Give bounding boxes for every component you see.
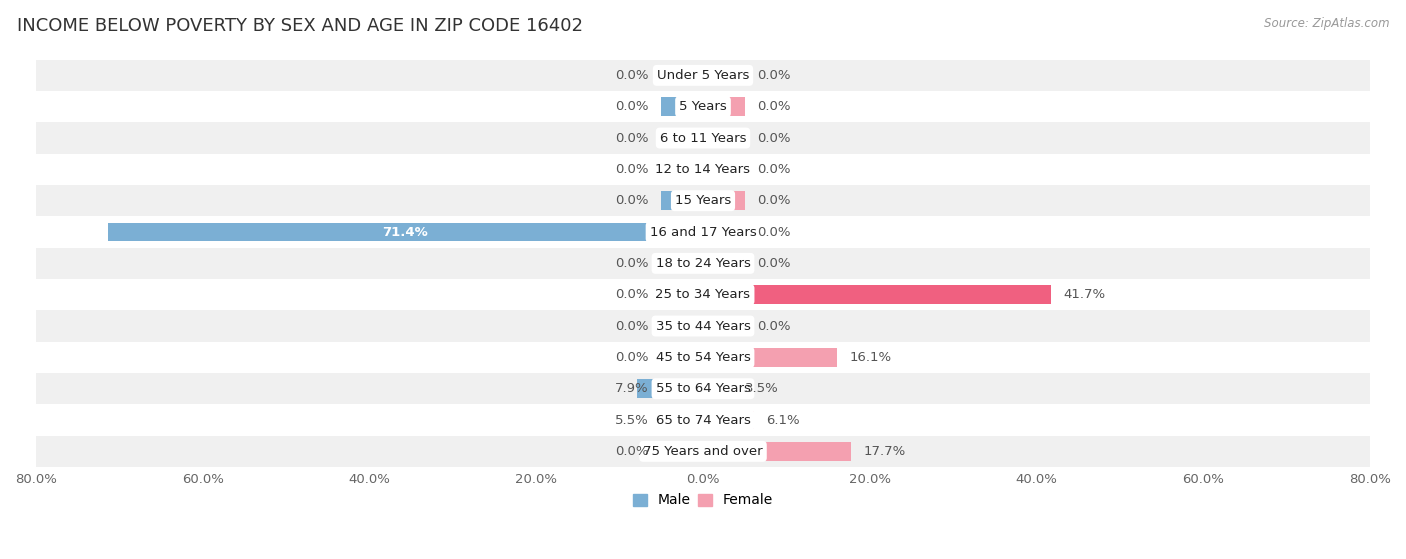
Text: 0.0%: 0.0%: [616, 69, 648, 82]
Bar: [37, 248, 1369, 279]
Text: 0.0%: 0.0%: [616, 320, 648, 333]
Text: 75 Years and over: 75 Years and over: [643, 445, 763, 458]
Text: 18 to 24 Years: 18 to 24 Years: [655, 257, 751, 270]
Bar: [37, 310, 1369, 342]
Bar: [703, 160, 745, 179]
Text: 0.0%: 0.0%: [616, 194, 648, 207]
Bar: [637, 380, 703, 398]
Text: 0.0%: 0.0%: [616, 100, 648, 113]
Bar: [703, 97, 745, 116]
Text: 5.5%: 5.5%: [614, 414, 648, 427]
Bar: [661, 66, 703, 85]
Text: INCOME BELOW POVERTY BY SEX AND AGE IN ZIP CODE 16402: INCOME BELOW POVERTY BY SEX AND AGE IN Z…: [17, 17, 583, 35]
Bar: [661, 442, 703, 461]
Text: 25 to 34 Years: 25 to 34 Years: [655, 288, 751, 301]
Bar: [37, 404, 1369, 435]
Text: 6 to 11 Years: 6 to 11 Years: [659, 131, 747, 145]
Bar: [661, 285, 703, 304]
Bar: [703, 254, 745, 273]
Text: 0.0%: 0.0%: [616, 288, 648, 301]
Bar: [37, 185, 1369, 216]
Bar: [703, 411, 754, 429]
Text: 0.0%: 0.0%: [758, 194, 790, 207]
Text: 0.0%: 0.0%: [616, 131, 648, 145]
Bar: [661, 254, 703, 273]
Bar: [37, 342, 1369, 373]
Text: 41.7%: 41.7%: [1063, 288, 1105, 301]
Text: 0.0%: 0.0%: [758, 100, 790, 113]
Legend: Male, Female: Male, Female: [627, 488, 779, 513]
Text: 6.1%: 6.1%: [766, 414, 800, 427]
Text: Source: ZipAtlas.com: Source: ZipAtlas.com: [1264, 17, 1389, 30]
Text: 0.0%: 0.0%: [758, 69, 790, 82]
Bar: [661, 316, 703, 335]
Text: 5 Years: 5 Years: [679, 100, 727, 113]
Text: 0.0%: 0.0%: [758, 320, 790, 333]
Bar: [703, 380, 733, 398]
Text: 0.0%: 0.0%: [758, 163, 790, 176]
Bar: [37, 91, 1369, 122]
Text: 3.5%: 3.5%: [745, 382, 779, 395]
Text: 0.0%: 0.0%: [758, 225, 790, 239]
Bar: [37, 122, 1369, 154]
Bar: [37, 279, 1369, 310]
Bar: [661, 348, 703, 367]
Text: 16 and 17 Years: 16 and 17 Years: [650, 225, 756, 239]
Bar: [37, 216, 1369, 248]
Bar: [37, 60, 1369, 91]
Bar: [108, 222, 703, 241]
Text: 15 Years: 15 Years: [675, 194, 731, 207]
Bar: [703, 348, 837, 367]
Text: 55 to 64 Years: 55 to 64 Years: [655, 382, 751, 395]
Text: 7.9%: 7.9%: [616, 382, 648, 395]
Bar: [703, 191, 745, 210]
Text: 71.4%: 71.4%: [382, 225, 429, 239]
Bar: [703, 285, 1050, 304]
Text: 16.1%: 16.1%: [849, 351, 891, 364]
Bar: [703, 129, 745, 148]
Bar: [661, 97, 703, 116]
Text: Under 5 Years: Under 5 Years: [657, 69, 749, 82]
Text: 35 to 44 Years: 35 to 44 Years: [655, 320, 751, 333]
Text: 0.0%: 0.0%: [616, 445, 648, 458]
Text: 45 to 54 Years: 45 to 54 Years: [655, 351, 751, 364]
Text: 17.7%: 17.7%: [863, 445, 905, 458]
Bar: [661, 160, 703, 179]
Bar: [37, 435, 1369, 467]
Bar: [703, 222, 745, 241]
Text: 0.0%: 0.0%: [616, 351, 648, 364]
Bar: [703, 442, 851, 461]
Text: 12 to 14 Years: 12 to 14 Years: [655, 163, 751, 176]
Text: 0.0%: 0.0%: [616, 257, 648, 270]
Bar: [661, 191, 703, 210]
Text: 65 to 74 Years: 65 to 74 Years: [655, 414, 751, 427]
Text: 0.0%: 0.0%: [758, 257, 790, 270]
Text: 0.0%: 0.0%: [616, 163, 648, 176]
Bar: [703, 316, 745, 335]
Bar: [703, 66, 745, 85]
Text: 0.0%: 0.0%: [758, 131, 790, 145]
Bar: [657, 411, 703, 429]
Bar: [37, 373, 1369, 404]
Bar: [37, 154, 1369, 185]
Bar: [661, 129, 703, 148]
